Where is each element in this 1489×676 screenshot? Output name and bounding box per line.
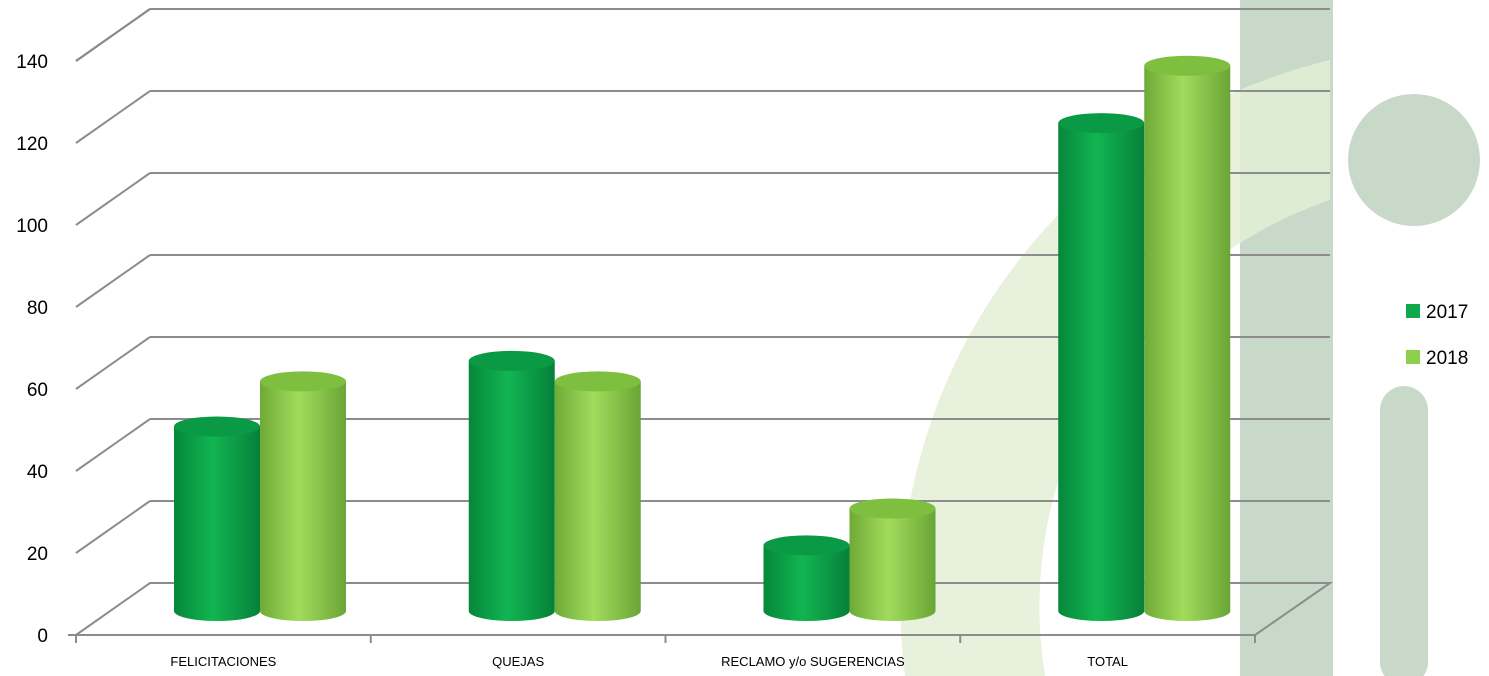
bar xyxy=(1144,55,1231,621)
grid-line-side xyxy=(75,254,151,308)
floor-outline xyxy=(75,582,1334,636)
y-tick-label: 80 xyxy=(27,298,48,319)
bar xyxy=(763,535,850,621)
legend-label: 2018 xyxy=(1426,348,1468,369)
grid-line-side xyxy=(75,500,151,554)
grid-line-side xyxy=(75,336,151,390)
bar xyxy=(1058,113,1145,621)
bar-top xyxy=(554,371,641,392)
y-tick-label: 60 xyxy=(27,380,48,401)
watermark-bar-small xyxy=(1380,386,1428,676)
bar xyxy=(468,350,555,621)
x-category-label: RECLAMO y/o SUGERENCIAS xyxy=(721,654,905,669)
watermark-dot xyxy=(1348,94,1480,226)
bar-top xyxy=(763,535,850,556)
y-tick-label: 40 xyxy=(27,462,48,483)
bar-body xyxy=(174,426,260,621)
bar xyxy=(554,371,641,621)
bar-top xyxy=(1144,55,1231,76)
bar-body xyxy=(260,381,346,621)
y-tick-label: 0 xyxy=(37,626,48,647)
grid-line-side xyxy=(75,90,151,144)
legend-swatch xyxy=(1406,350,1420,364)
bar-body xyxy=(468,360,555,621)
grid-line-side xyxy=(75,418,151,472)
bar-body xyxy=(1144,65,1231,621)
y-tick-label: 20 xyxy=(27,544,48,565)
bar-body xyxy=(1058,123,1145,621)
bar xyxy=(174,416,260,621)
x-category-label: QUEJAS xyxy=(492,654,544,669)
y-tick-label: 120 xyxy=(16,134,48,155)
bar-body xyxy=(554,381,641,621)
legend-swatch xyxy=(1406,304,1420,318)
y-tick-label: 100 xyxy=(16,216,48,237)
bar-top xyxy=(174,416,260,437)
bar-top xyxy=(260,371,346,392)
bar-top xyxy=(849,498,936,519)
legend-label: 2017 xyxy=(1426,302,1468,323)
x-category-label: FELICITACIONES xyxy=(170,654,276,669)
bar-body xyxy=(763,545,850,621)
bar-top xyxy=(468,350,555,371)
bar-body xyxy=(849,508,936,621)
bar xyxy=(849,498,936,621)
legend: 2017 2018 xyxy=(1406,302,1468,369)
grid-line-side xyxy=(75,8,151,62)
grid-lines: 0 20 40 60 80 100 120 140 xyxy=(16,8,1330,647)
x-category-label: TOTAL xyxy=(1087,654,1128,669)
bar xyxy=(260,371,346,621)
axes xyxy=(68,582,1334,643)
bar-top xyxy=(1058,113,1145,134)
y-tick-label: 140 xyxy=(16,52,48,73)
grid-line-side xyxy=(75,172,151,226)
category-labels: FELICITACIONES QUEJAS RECLAMO y/o SUGERENC… xyxy=(170,654,1128,669)
bars xyxy=(174,55,1231,621)
